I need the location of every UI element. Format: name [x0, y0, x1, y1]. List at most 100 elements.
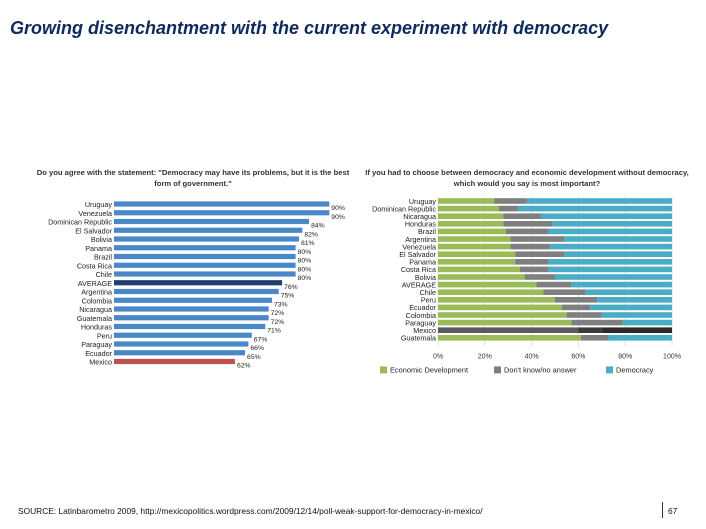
legend-label-economic-development: Economic Development — [390, 365, 468, 374]
data-label-brazil: 80% — [298, 258, 312, 265]
bar-brazil — [114, 253, 296, 260]
segment-economic-development-panama — [438, 259, 516, 265]
segment-democracy-average — [571, 281, 672, 288]
category-label-paraguay: Paraguay — [405, 318, 436, 327]
legend-label-don-t-know-no-answer: Don't know/no answer — [504, 365, 577, 374]
segment-democracy-nicaragua — [540, 213, 672, 219]
segment-economic-development-peru — [438, 297, 555, 303]
x-tick-40: 40% — [525, 353, 539, 360]
segment-democracy-peru — [597, 297, 672, 303]
segment-economic-development-venezuela — [438, 243, 511, 250]
segment-don-t-know-no-answer-dominican-republic — [498, 205, 518, 212]
category-label-bolivia: Bolivia — [415, 273, 436, 282]
segment-economic-development-mexico — [438, 327, 579, 333]
x-tick-0: 0% — [433, 353, 443, 360]
segment-economic-development-honduras — [438, 221, 504, 227]
right-chart-title: If you had to choose between democracy a… — [365, 168, 689, 188]
data-label-paraguay: 66% — [250, 345, 264, 352]
segment-don-t-know-no-answer-honduras — [503, 221, 553, 227]
segment-economic-development-costa-rica — [438, 266, 520, 273]
category-label-honduras: Honduras — [81, 323, 113, 332]
x-tick-60: 60% — [571, 353, 585, 360]
category-label-dominican-republic: Dominican Republic — [372, 204, 436, 213]
segment-don-t-know-no-answer-guatemala — [580, 335, 609, 341]
data-label-average: 76% — [284, 284, 298, 291]
category-label-colombia: Colombia — [82, 296, 112, 305]
segment-don-t-know-no-answer-average — [536, 281, 572, 288]
bar-dominican-republic — [114, 218, 310, 225]
category-label-nicaragua: Nicaragua — [79, 305, 112, 314]
segment-democracy-mexico — [601, 327, 672, 333]
data-label-costa-rica: 80% — [298, 266, 312, 273]
bar-honduras — [114, 323, 266, 330]
category-label-mexico: Mexico — [413, 326, 436, 335]
segment-democracy-chile — [585, 289, 672, 295]
category-label-panama: Panama — [85, 244, 112, 253]
category-label-venezuela: Venezuela — [78, 209, 112, 218]
segment-don-t-know-no-answer-brazil — [505, 228, 548, 235]
segment-economic-development-nicaragua — [438, 213, 504, 219]
bar-costa-rica — [114, 262, 296, 268]
category-label-average: AVERAGE — [402, 280, 436, 289]
bar-chile — [114, 271, 296, 277]
data-label-peru: 67% — [254, 336, 268, 343]
data-label-ecuador: 65% — [247, 354, 261, 361]
category-label-costa-rica: Costa Rica — [401, 265, 436, 274]
segment-economic-development-average — [438, 281, 537, 288]
segment-democracy-panama — [547, 259, 672, 265]
category-label-guatemala: Guatemala — [77, 314, 112, 323]
category-label-ecuador: Ecuador — [409, 303, 436, 312]
legend-swatch-don-t-know-no-answer — [494, 366, 501, 374]
data-label-uruguay: 90% — [331, 205, 345, 212]
bar-venezuela — [114, 210, 330, 216]
left-chart-title: Do you agree with the statement: "Democr… — [36, 168, 350, 188]
data-label-nicaragua: 72% — [271, 310, 285, 317]
data-label-el-salvador: 82% — [304, 231, 318, 238]
legend-swatch-democracy — [606, 366, 613, 374]
segment-don-t-know-no-answer-ecuador — [562, 304, 591, 311]
bar-uruguay — [114, 201, 330, 207]
category-label-honduras: Honduras — [405, 220, 437, 229]
segment-don-t-know-no-answer-bolivia — [524, 274, 555, 280]
category-label-argentina: Argentina — [81, 288, 112, 297]
segment-economic-development-bolivia — [438, 274, 525, 280]
data-label-argentina: 75% — [281, 293, 295, 300]
category-label-guatemala: Guatemala — [401, 334, 436, 343]
data-label-chile: 80% — [298, 275, 312, 282]
bar-colombia — [114, 297, 273, 303]
category-label-mexico: Mexico — [89, 358, 112, 367]
data-label-panama: 80% — [298, 249, 312, 256]
bar-bolivia — [114, 236, 299, 242]
segment-democracy-bolivia — [555, 274, 672, 280]
data-label-honduras: 71% — [267, 328, 281, 335]
segment-don-t-know-no-answer-nicaragua — [503, 213, 541, 219]
bar-peru — [114, 332, 252, 338]
segment-democracy-guatemala — [608, 335, 672, 341]
category-label-chile: Chile — [96, 270, 112, 279]
segment-democracy-ecuador — [590, 304, 672, 311]
category-label-peru: Peru — [97, 331, 112, 340]
segment-economic-development-dominican-republic — [438, 205, 499, 212]
category-label-peru: Peru — [421, 296, 436, 305]
segment-don-t-know-no-answer-venezuela — [510, 243, 551, 250]
category-label-el-salvador: El Salvador — [399, 250, 436, 259]
slide-title: Growing disenchantment with the current … — [10, 18, 609, 38]
segment-democracy-colombia — [601, 312, 672, 318]
segment-democracy-costa-rica — [547, 266, 672, 273]
category-label-nicaragua: Nicaragua — [403, 212, 436, 221]
segment-democracy-paraguay — [622, 319, 672, 326]
segment-economic-development-colombia — [438, 312, 567, 318]
left-bar-chart: Uruguay 90% Venezuela 90% Dominican Republic… — [48, 200, 345, 370]
category-label-brazil: Brazil — [94, 253, 112, 262]
category-label-chile: Chile — [420, 288, 436, 297]
segment-don-t-know-no-answer-panama — [515, 259, 548, 265]
data-label-dominican-republic: 84% — [311, 223, 325, 230]
category-label-average: AVERAGE — [78, 279, 112, 288]
segment-democracy-honduras — [552, 221, 672, 227]
segment-economic-development-el-salvador — [438, 251, 516, 257]
legend-swatch-economic-development — [380, 366, 387, 374]
bar-el-salvador — [114, 227, 303, 233]
segment-don-t-know-no-answer-uruguay — [494, 198, 527, 204]
category-label-panama: Panama — [409, 258, 436, 267]
